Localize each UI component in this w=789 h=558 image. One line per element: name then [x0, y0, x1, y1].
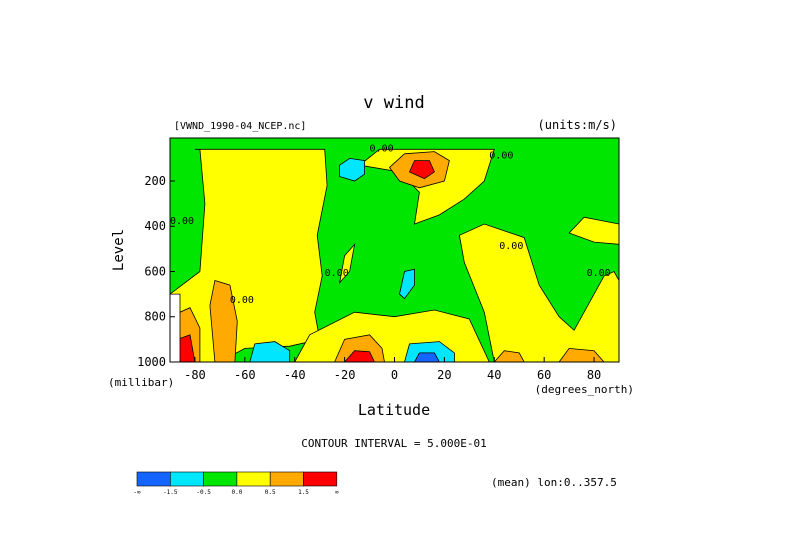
y-tick-label: 200	[144, 174, 166, 188]
x-tick-label: 40	[487, 368, 501, 382]
contour-label-4: 0.00	[489, 150, 513, 161]
y-tick-label: 1000	[137, 355, 166, 369]
contour-region-6	[568, 216, 619, 245]
x-tick-label: -60	[234, 368, 256, 382]
colorbar-label: -1.5	[163, 489, 178, 496]
mean-text: (mean) lon:0..357.5	[491, 476, 617, 489]
contour-region-5	[458, 223, 619, 362]
contour-region-14	[344, 350, 375, 362]
colorbar: -∞ -1.5 -0.5 0.0 0.5 1.5 ∞	[133, 471, 339, 496]
contour-region-16	[339, 157, 366, 182]
colorbar-label: 1.5	[298, 489, 309, 496]
plot-area: 0.00 0.00 0.00 0.00 0.00 0.00 0.00	[169, 137, 620, 363]
contour-region-17	[399, 268, 415, 300]
colorbar-label: ∞	[335, 489, 339, 496]
contour-label-2: 0.00	[325, 268, 349, 279]
contour-region-8	[209, 279, 238, 362]
contour-region-13	[408, 160, 435, 180]
units-label: (units:m/s)	[538, 118, 617, 132]
colorbar-swatch	[136, 471, 171, 487]
x-tick-label: -80	[184, 368, 206, 382]
y-tick-label: 600	[144, 264, 166, 278]
colorbar-label: -∞	[133, 489, 141, 496]
contour-label-0: 0.00	[170, 216, 194, 227]
contour-region-3	[338, 242, 356, 285]
colorbar-swatch	[269, 471, 304, 487]
chart-title: v wind	[363, 93, 424, 113]
y-tick-label: 400	[144, 219, 166, 233]
contour-region-20	[414, 352, 440, 362]
x-tick-label: 60	[537, 368, 551, 382]
contour-regions	[170, 138, 619, 362]
contour-label-5: 0.00	[499, 241, 523, 252]
colorbar-swatch	[236, 471, 271, 487]
colorbar-label: -0.5	[196, 489, 211, 496]
contour-interval-text: CONTOUR INTERVAL = 5.000E-01	[301, 437, 486, 450]
contour-label-3: 0.00	[370, 144, 394, 155]
x-tick-label: -40	[284, 368, 306, 382]
contour-region-18	[249, 341, 291, 362]
colorbar-swatch	[203, 471, 238, 487]
dataset-label: [VWND_1990-04_NCEP.nc]	[174, 121, 306, 132]
colorbar-label: 0.5	[265, 489, 276, 496]
x-tick-label: 0	[391, 368, 398, 382]
x-tick-label: 80	[587, 368, 601, 382]
colorbar-swatch	[170, 471, 204, 487]
contour-region-9	[334, 334, 385, 362]
x-axis: -80 -60 -40 -20 0 20 40 60 80	[184, 357, 601, 382]
contour-labels: 0.00 0.00 0.00 0.00 0.00 0.00 0.00	[170, 144, 611, 307]
contour-region-11	[558, 347, 605, 362]
colorbar-swatch	[303, 471, 338, 487]
x-tick-label: -20	[334, 368, 356, 382]
contour-region-10	[493, 350, 525, 362]
y-axis: 200 400 600 800 1000	[137, 174, 175, 369]
contour-label-1: 0.00	[230, 295, 254, 306]
y-tick-label: 800	[144, 310, 166, 324]
contour-region-21	[170, 293, 181, 362]
colorbar-label: 0.0	[231, 489, 242, 496]
x-axis-label: Latitude	[358, 401, 430, 419]
contour-label-6: 0.00	[587, 268, 611, 279]
x-tick-label: 20	[437, 368, 451, 382]
y-axis-unit: (millibar)	[108, 376, 174, 389]
y-axis-label: Level	[111, 229, 127, 271]
x-axis-unit: (degrees_north)	[535, 383, 634, 396]
